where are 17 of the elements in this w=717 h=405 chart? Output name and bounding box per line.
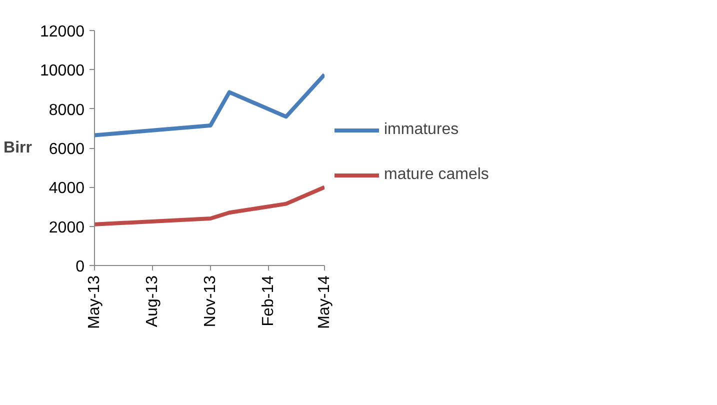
- y-axis-title: Birr: [4, 140, 32, 156]
- line-series: [94, 185, 324, 226]
- y-tick-label: 0: [76, 258, 85, 276]
- x-tick-label: Nov-13: [202, 275, 219, 328]
- line-series: [94, 72, 324, 138]
- legend-label: immatures: [384, 121, 459, 139]
- y-tick-label: 2000: [48, 219, 85, 236]
- x-tick-label: Feb-14: [260, 275, 277, 326]
- y-tick-label: 10000: [40, 62, 85, 80]
- x-tick-label: May-14: [316, 275, 333, 329]
- y-tick-label: 12000: [40, 24, 85, 40]
- y-tick-label: 6000: [48, 141, 85, 158]
- x-tick-label: May-13: [86, 275, 103, 329]
- x-tick-label: Aug-13: [144, 275, 161, 328]
- y-tick-label: 4000: [48, 180, 85, 198]
- legend-label: mature camels: [384, 166, 489, 184]
- y-tick-label: 8000: [48, 102, 85, 119]
